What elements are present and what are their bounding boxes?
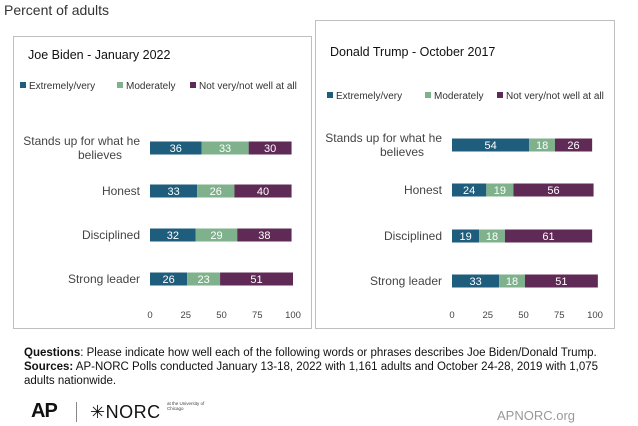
biden-legend-swatch-2 <box>190 82 196 88</box>
biden-category-label: Disciplined <box>82 228 140 242</box>
biden-bar-segment <box>234 184 292 198</box>
biden-bar-segment <box>195 228 238 242</box>
biden-data-label: 23 <box>198 274 210 286</box>
trump-x-tick-label: 0 <box>449 310 454 321</box>
biden-bar-segment <box>187 272 221 286</box>
biden-legend-swatch-1 <box>117 82 123 88</box>
trump-bar-segment <box>524 274 598 288</box>
trump-data-label: 54 <box>484 140 496 152</box>
biden-data-label: 26 <box>162 274 174 286</box>
sources-label: Sources: <box>24 361 74 373</box>
biden-category-label: Strong leader <box>68 272 140 286</box>
footer: AP ✳NORC at the University of Chicago AP… <box>0 396 638 426</box>
biden-chart-panel: Joe Biden - January 2022 Extremely/very Mo… <box>13 36 312 329</box>
questions-text: : Please indicate how well each of the f… <box>80 347 597 359</box>
trump-bar-segment <box>554 138 593 152</box>
trump-chart: Donald Trump - October 2017 Extremely/ver… <box>325 45 604 321</box>
biden-x-tick-label: 75 <box>252 310 263 321</box>
site-link[interactable]: APNORC.org <box>497 408 576 423</box>
biden-chart: Joe Biden - January 2022 Extremely/very Mo… <box>20 48 301 321</box>
trump-bar-segment <box>513 183 594 197</box>
biden-bar-segment <box>150 228 196 242</box>
biden-data-label: 32 <box>167 230 179 242</box>
trump-bar-segment <box>529 138 555 152</box>
biden-data-label: 40 <box>257 186 269 198</box>
trump-legend-label-2: Not very/not well at all <box>506 91 604 102</box>
biden-bar-segment <box>197 184 235 198</box>
trump-legend-swatch-1 <box>425 92 431 98</box>
biden-data-label: 29 <box>210 230 222 242</box>
questions-label: Questions <box>24 347 81 359</box>
trump-x-tick-label: 25 <box>482 310 493 321</box>
trump-category-label: Honest <box>404 183 443 197</box>
biden-bar-segment <box>201 141 249 155</box>
biden-bar-segment <box>150 141 202 155</box>
trump-x-tick-label: 75 <box>554 310 565 321</box>
trump-bar-segment <box>479 229 505 243</box>
biden-legend-label-1: Moderately <box>126 81 175 92</box>
biden-category-label: Stands up for what he believes <box>23 134 140 162</box>
biden-bar-segment <box>150 184 198 198</box>
trump-bar-segment <box>486 183 514 197</box>
biden-data-label: 36 <box>170 143 182 155</box>
trump-bar-segment <box>452 138 530 152</box>
biden-category-label: Honest <box>102 184 141 198</box>
norc-logo: ✳NORC <box>90 402 161 422</box>
biden-data-label: 51 <box>250 274 262 286</box>
biden-data-label: 33 <box>167 186 179 198</box>
trump-data-label: 18 <box>536 140 548 152</box>
trump-category-label: Disciplined <box>384 229 442 243</box>
biden-x-tick-label: 25 <box>180 310 191 321</box>
trump-bar-segment <box>452 229 480 243</box>
trump-data-label: 51 <box>555 276 567 288</box>
top-label: Percent of adults <box>4 2 110 18</box>
trump-legend-swatch-2 <box>497 92 503 98</box>
trump-bar-segment <box>452 274 500 288</box>
trump-data-label: 24 <box>463 185 475 197</box>
biden-chart-title: Joe Biden - January 2022 <box>28 48 171 62</box>
norc-sub: at the University of Chicago <box>167 401 205 411</box>
trump-data-label: 19 <box>494 185 506 197</box>
biden-bar-segment <box>248 141 292 155</box>
biden-bar-segment <box>150 272 188 286</box>
biden-data-label: 30 <box>264 143 276 155</box>
biden-x-tick-label: 100 <box>285 310 301 321</box>
biden-data-label: 33 <box>219 143 231 155</box>
trump-bar-segment <box>499 274 525 288</box>
biden-data-label: 38 <box>258 230 270 242</box>
trump-bar-segment <box>452 183 487 197</box>
footer-divider <box>76 402 77 422</box>
biden-bar-segment <box>220 272 293 286</box>
biden-bar-segment <box>237 228 292 242</box>
trump-category-label: Strong leader <box>370 274 442 288</box>
biden-legend-label-2: Not very/not well at all <box>199 81 297 92</box>
sources-note: Sources: AP-NORC Polls conducted January… <box>24 360 624 388</box>
trump-x-tick-label: 50 <box>518 310 529 321</box>
trump-data-label: 26 <box>567 140 579 152</box>
biden-legend-label-0: Extremely/very <box>29 81 95 92</box>
trump-data-label: 33 <box>469 276 481 288</box>
questions-note: Questions: Please indicate how well each… <box>24 346 624 360</box>
trump-legend-swatch-0 <box>327 92 333 98</box>
trump-legend-label-0: Extremely/very <box>336 91 402 102</box>
trump-chart-panel: Donald Trump - October 2017 Extremely/ver… <box>315 20 615 329</box>
trump-x-tick-label: 100 <box>587 310 603 321</box>
trump-category-label: Stands up for what he believes <box>325 131 442 159</box>
trump-data-label: 19 <box>459 231 471 243</box>
sources-text: AP-NORC Polls conducted January 13-18, 2… <box>24 361 599 387</box>
trump-data-label: 18 <box>506 276 518 288</box>
ap-logo: AP <box>31 400 58 422</box>
trump-data-label: 56 <box>547 185 559 197</box>
biden-data-label: 26 <box>210 186 222 198</box>
trump-data-label: 61 <box>542 231 554 243</box>
biden-x-tick-label: 50 <box>216 310 227 321</box>
trump-chart-title: Donald Trump - October 2017 <box>330 45 495 59</box>
biden-x-tick-label: 0 <box>147 310 152 321</box>
trump-bar-segment <box>504 229 593 243</box>
trump-legend-label-1: Moderately <box>434 91 483 102</box>
notes: Questions: Please indicate how well each… <box>24 346 624 388</box>
biden-legend-swatch-0 <box>20 82 26 88</box>
trump-data-label: 18 <box>486 231 498 243</box>
